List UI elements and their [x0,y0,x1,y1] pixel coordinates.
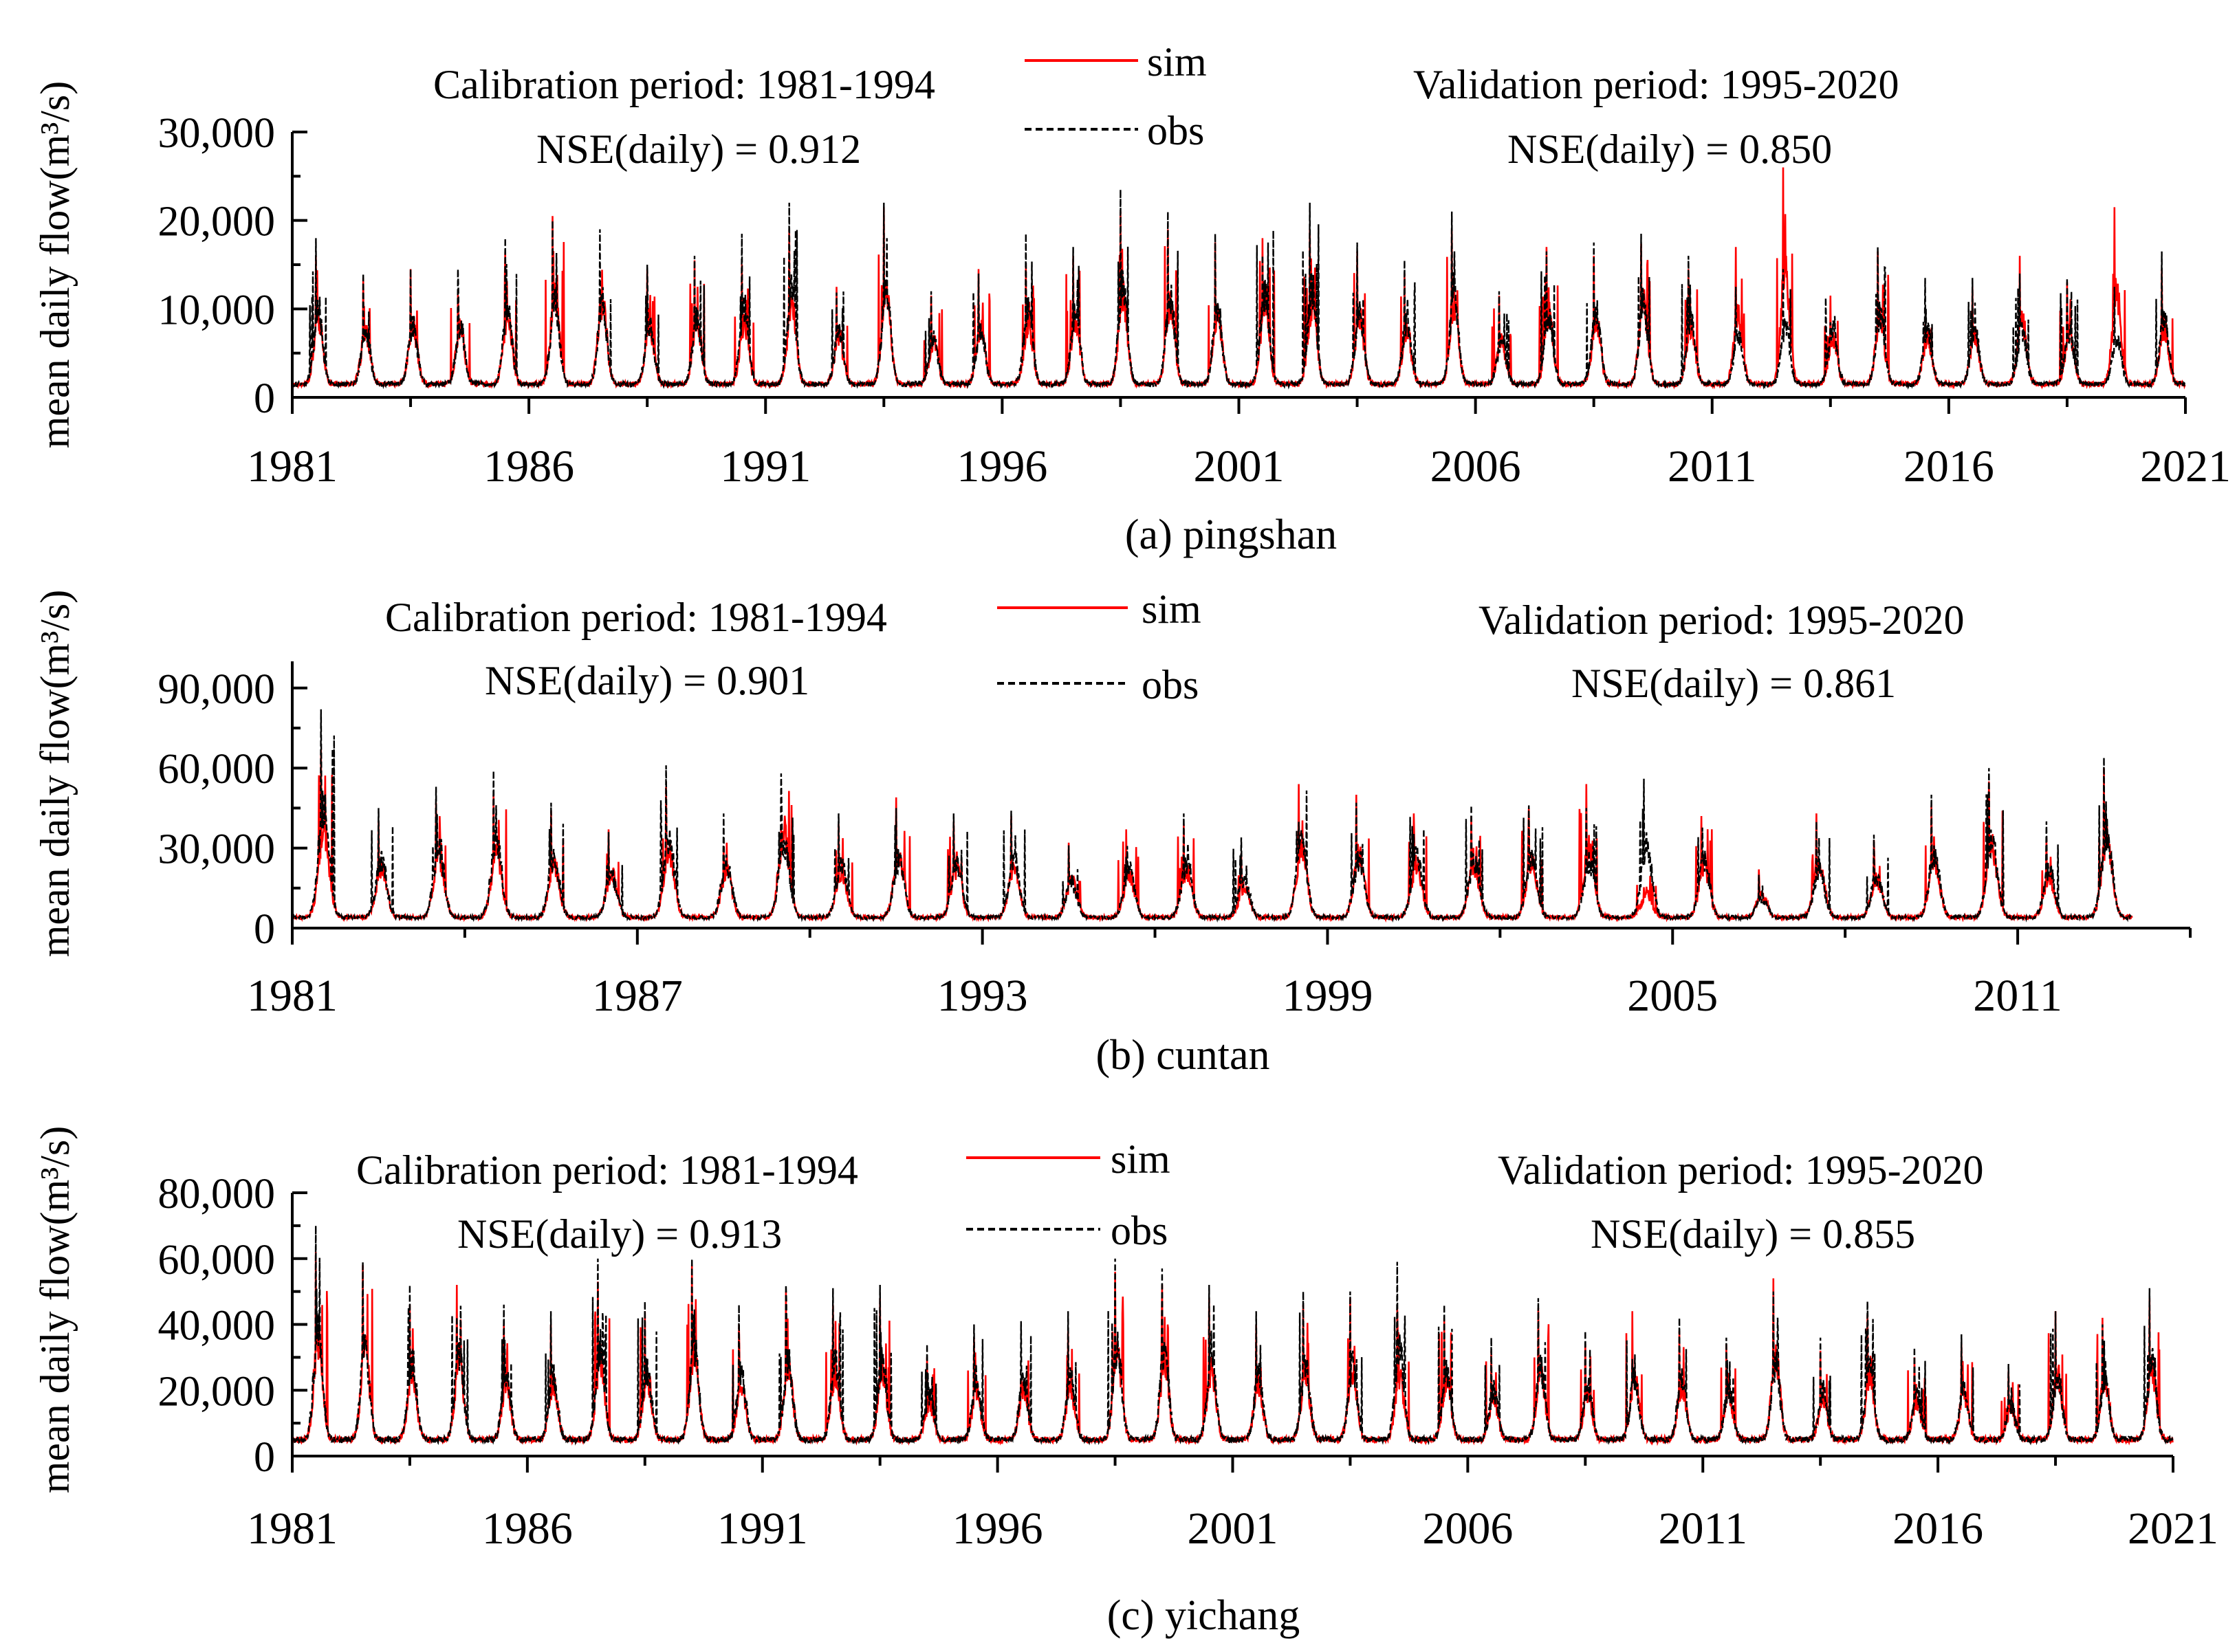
x-tick-label: 2016 [1892,1504,1983,1554]
x-tick-label: 2011 [1668,441,1757,492]
validation-text: Validation period: 1995-2020 [1478,597,1965,643]
y-tick-label: 0 [254,906,275,953]
x-tick-label: 1987 [592,971,683,1021]
panel-yichang: mean daily flow(m³/s) Calibration period… [32,1126,2218,1639]
series-obs [291,709,2133,923]
legend-obs-label: obs [1111,1208,1168,1253]
y-tick-label: 80,000 [158,1171,276,1218]
series-obs [291,1225,2174,1446]
panel-cuntan: mean daily flow(m³/s) Calibration period… [32,586,2192,1079]
validation-text: Validation period: 1995-2020 [1413,62,1899,107]
calibration-text: Calibration period: 1981-1994 [433,62,935,107]
series-sim [291,167,2186,390]
y-tick-label: 0 [254,375,275,422]
x-tick-label: 1991 [717,1504,808,1554]
calibration-nse: NSE(daily) = 0.912 [536,126,861,172]
x-tick-label: 2006 [1430,441,1521,492]
validation-text: Validation period: 1995-2020 [1498,1147,1984,1193]
y-tick-label: 20,000 [158,1368,276,1415]
y-tick-label: 60,000 [158,1237,276,1284]
y-tick-label: 60,000 [158,746,276,793]
legend-sim-label: sim [1142,586,1201,632]
x-tick-label: 1991 [720,441,811,492]
x-tick-label: 1993 [937,971,1028,1021]
legend-obs-label: obs [1147,108,1204,153]
y-axis-label: mean daily flow(m³/s) [32,590,78,958]
legend-sim-label: sim [1147,39,1207,85]
x-tick-label: 2005 [1627,971,1718,1021]
x-tick-label: 2001 [1188,1504,1278,1554]
x-tick-label: 2006 [1422,1504,1513,1554]
x-tick-label: 1999 [1282,971,1373,1021]
x-tick-label: 2021 [2128,1504,2218,1554]
validation-nse: NSE(daily) = 0.855 [1591,1211,1915,1257]
series-sim [291,749,2133,923]
x-tick-label: 2011 [1658,1504,1747,1554]
panel-caption: (a) pingshan [1125,511,1337,558]
panel-caption: (b) cuntan [1095,1032,1269,1079]
validation-nse: NSE(daily) = 0.850 [1507,126,1832,172]
y-tick-label: 0 [254,1434,275,1481]
x-tick-label: 2021 [2140,441,2231,492]
calibration-text: Calibration period: 1981-1994 [356,1147,858,1193]
series-sim [291,1252,2174,1446]
calibration-text: Calibration period: 1981-1994 [385,595,887,640]
y-axis-label: mean daily flow(m³/s) [32,81,78,449]
x-tick-label: 2016 [1903,441,1994,492]
calibration-nse: NSE(daily) = 0.913 [457,1211,782,1257]
y-tick-label: 10,000 [158,287,276,333]
y-axis-label: mean daily flow(m³/s) [32,1126,78,1494]
x-tick-label: 1981 [247,441,338,492]
y-tick-label: 20,000 [158,199,276,245]
x-tick-label: 1981 [247,971,338,1021]
x-tick-label: 1996 [952,1504,1043,1554]
y-tick-label: 30,000 [158,826,276,873]
y-tick-label: 40,000 [158,1303,276,1350]
panel-pingshan: mean daily flow(m³/s) Calibration period… [32,39,2231,558]
legend-sim-label: sim [1111,1136,1170,1182]
validation-nse: NSE(daily) = 0.861 [1571,661,1896,706]
panel-caption: (c) yichang [1107,1592,1300,1639]
x-tick-label: 1996 [957,441,1047,492]
x-tick-label: 2001 [1194,441,1285,492]
y-tick-label: 90,000 [158,666,276,713]
y-tick-label: 30,000 [158,110,276,157]
x-tick-label: 1986 [482,1504,573,1554]
x-tick-label: 1981 [247,1504,338,1554]
x-tick-label: 2011 [1973,971,2062,1021]
legend-obs-label: obs [1142,662,1199,707]
x-tick-label: 1986 [483,441,574,492]
series-obs [291,189,2185,390]
calibration-nse: NSE(daily) = 0.901 [485,658,809,703]
